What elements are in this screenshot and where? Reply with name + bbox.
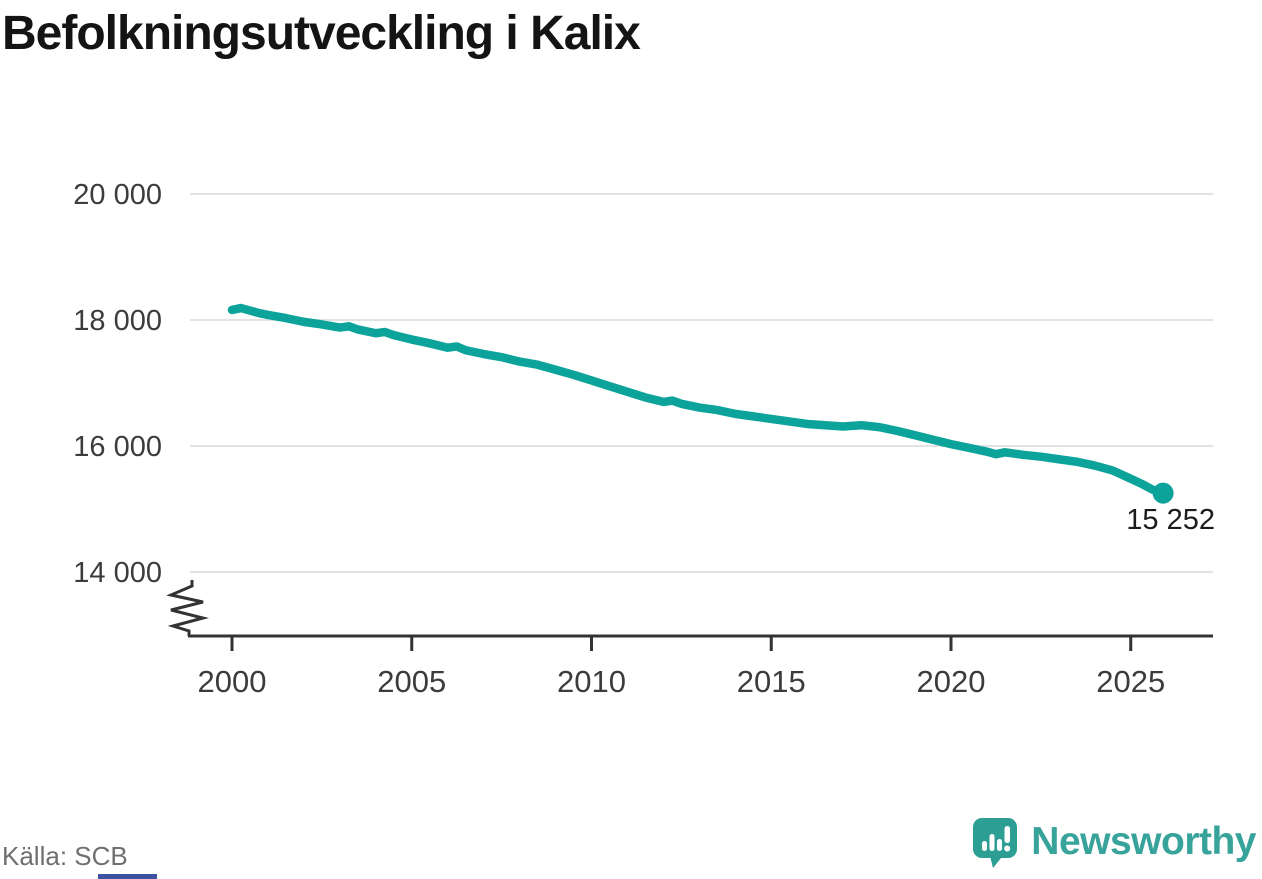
last-value-label: 15 252 [1126,504,1215,536]
chart-title: Befolkningsutveckling i Kalix [2,7,641,60]
y-tick-label: 18 000 [73,305,162,337]
x-tick-label: 2005 [377,664,446,699]
population-line [227,303,1168,498]
footer-accent-bar [98,874,157,879]
logo-bubble-shape [973,818,1018,868]
y-tick-label: 14 000 [73,557,162,589]
x-tick-label: 2015 [737,664,806,699]
source-label: Källa: SCB [2,841,128,871]
x-tick-label: 2000 [198,664,267,699]
last-point-marker [1152,482,1174,504]
newsworthy-logo: Newsworthy [971,816,1256,868]
y-tick-label: 16 000 [73,431,162,463]
newsworthy-logo-text: Newsworthy [1031,820,1256,863]
x-tick-label: 2020 [917,664,986,699]
x-tick-label: 2010 [557,664,626,699]
axis-break-zigzag [166,580,209,636]
newsworthy-logo-icon [973,818,1018,868]
y-tick-label: 20 000 [73,179,162,211]
x-tick-label: 2025 [1096,664,1165,699]
